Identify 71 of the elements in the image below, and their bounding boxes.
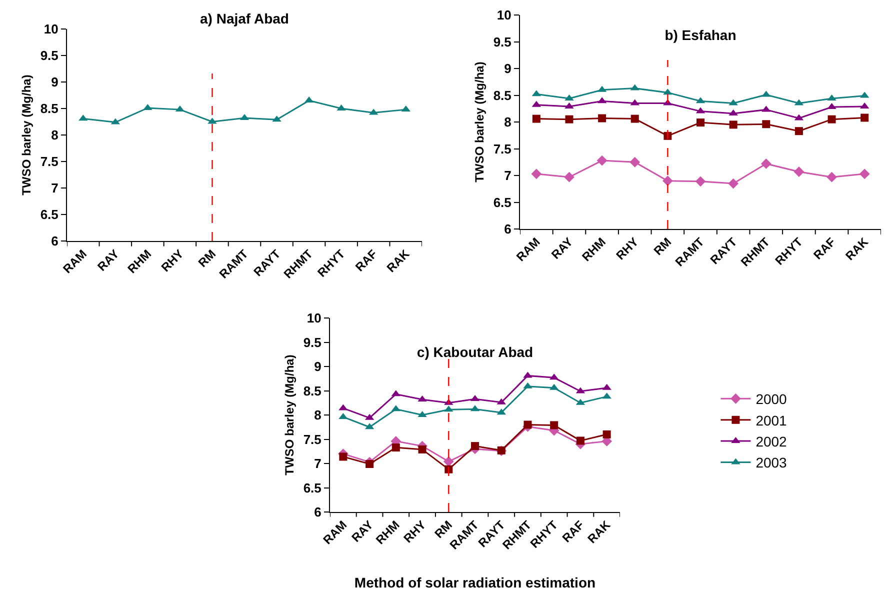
y-tick-label: 6.5 xyxy=(40,207,58,222)
y-tick-label: 9 xyxy=(51,74,58,90)
y-tick-label: 10 xyxy=(306,310,322,326)
point xyxy=(524,420,532,429)
point xyxy=(762,120,770,128)
y-axis-title: TWSO barley (Mg/ha) xyxy=(282,354,297,476)
point xyxy=(696,118,704,127)
point xyxy=(392,444,400,452)
point xyxy=(531,168,542,180)
y-axis-title: TWSO barley (Mg/ha) xyxy=(20,74,34,196)
y-tick-label: 7 xyxy=(504,168,512,184)
point xyxy=(630,114,639,123)
point xyxy=(794,166,804,177)
point xyxy=(418,445,426,454)
y-tick-label: 7.5 xyxy=(303,432,322,447)
point xyxy=(550,421,558,430)
y-tick-label: 9.5 xyxy=(40,48,58,64)
point xyxy=(859,168,870,180)
x-axis-title: Method of solar radiation estimation xyxy=(354,574,596,591)
point xyxy=(366,460,374,468)
y-tick-label: 7.5 xyxy=(493,141,512,156)
legend-label: 2002 xyxy=(756,433,788,450)
y-tick-label: 9 xyxy=(314,359,322,374)
legend-label: 2003 xyxy=(756,454,788,471)
y-tick-label: 6 xyxy=(51,234,58,249)
point xyxy=(602,430,611,438)
x-tick-label: RM xyxy=(650,234,674,258)
y-tick-label: 9.5 xyxy=(493,34,512,50)
y-tick-label: 6.5 xyxy=(303,480,322,496)
y-tick-label: 9 xyxy=(504,61,512,76)
text: c) Kaboutar Abad xyxy=(416,344,534,360)
point xyxy=(598,114,606,122)
point xyxy=(828,115,836,124)
point xyxy=(471,442,479,450)
y-tick-label: 8.5 xyxy=(40,101,58,116)
point xyxy=(596,155,608,166)
point xyxy=(662,176,673,186)
point xyxy=(860,114,869,122)
y-tick-label: 6.5 xyxy=(493,194,512,210)
y-axis-title: TWSO barley (Mg/ha) xyxy=(472,62,487,182)
legend-label: 2000 xyxy=(756,391,788,408)
point xyxy=(576,436,584,445)
text: b) Esfahan xyxy=(664,26,736,43)
chart-title: a) Najaf Abad xyxy=(200,10,289,26)
point xyxy=(728,178,739,189)
x-tick-label: RM xyxy=(195,246,219,270)
y-tick-label: 9.5 xyxy=(303,334,322,350)
point xyxy=(760,158,772,169)
y-tick-label: 8.5 xyxy=(493,88,512,103)
y-tick-label: 8.5 xyxy=(303,383,322,398)
y-tick-label: 10 xyxy=(44,22,58,37)
y-tick-label: 6 xyxy=(314,504,322,520)
point xyxy=(532,114,540,123)
legend-label: 2001 xyxy=(756,412,788,428)
point xyxy=(729,120,738,129)
y-tick-label: 8 xyxy=(314,408,322,423)
point xyxy=(630,156,640,168)
y-tick-label: 7 xyxy=(51,180,58,196)
point xyxy=(695,176,706,187)
y-tick-label: 8 xyxy=(51,128,58,143)
y-tick-label: 10 xyxy=(496,8,512,23)
point xyxy=(826,172,837,182)
point xyxy=(339,452,348,461)
y-tick-label: 8 xyxy=(504,114,512,130)
point xyxy=(564,172,574,182)
y-tick-label: 7 xyxy=(314,456,322,472)
y-tick-label: 7.5 xyxy=(40,154,58,170)
point xyxy=(565,115,574,124)
point xyxy=(794,127,803,136)
point xyxy=(443,456,454,467)
y-tick-label: 6 xyxy=(504,222,512,237)
